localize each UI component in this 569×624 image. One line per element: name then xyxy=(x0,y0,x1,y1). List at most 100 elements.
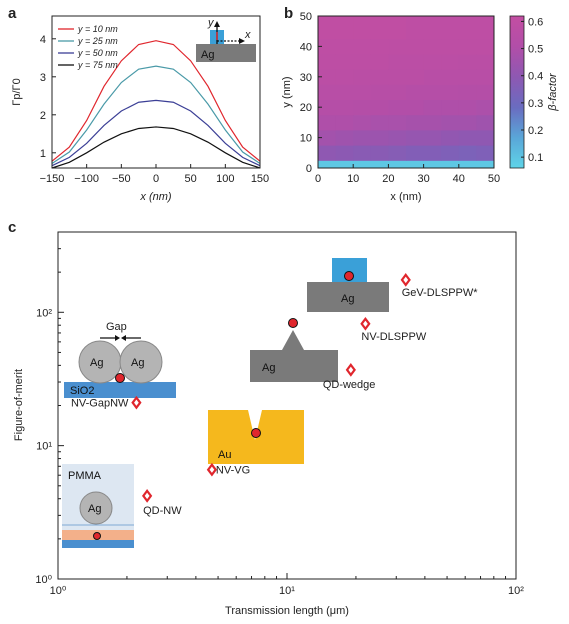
panel-c-point-label: NV-DLSPPW xyxy=(361,331,426,343)
panel-a-xtick-label: −50 xyxy=(112,173,131,185)
panel-b-heatmap-cell xyxy=(458,16,477,40)
panel-letter-b: b xyxy=(284,5,293,22)
panel-b-heatmap-cell xyxy=(388,38,407,55)
panel-b-heatmap-cell xyxy=(353,69,372,85)
panel-b-heatmap-cell xyxy=(406,130,424,146)
panel-b-heatmap-cell xyxy=(370,54,389,70)
panel-b-heatmap-cell xyxy=(441,160,460,169)
panel-b-colorbar xyxy=(509,15,525,169)
panel-b-xtick-label: 20 xyxy=(382,173,394,185)
panel-b-heatmap-cell xyxy=(406,99,424,116)
panel-b-heatmap-cell xyxy=(441,145,460,161)
inset-nw: PMMA Ag xyxy=(62,464,134,548)
panel-b-heatmap-cell xyxy=(353,114,372,131)
panel-a-series-line xyxy=(51,40,261,162)
panel-b-heatmap-cell xyxy=(406,69,424,85)
panel-b-heatmap-cell xyxy=(318,145,336,161)
panel-b-heatmap-cell xyxy=(406,38,424,55)
panel-c-xtick-label: 10¹ xyxy=(279,585,295,597)
inset-gapnw-gap-label: Gap xyxy=(106,321,127,333)
inset-nw-emitter xyxy=(93,532,101,540)
panel-b-heatmap-cell xyxy=(406,54,424,70)
panel-b-heatmap-cell xyxy=(318,160,336,169)
panel-a-series-line xyxy=(51,65,261,164)
panel-b-heatmap-cell xyxy=(318,16,336,40)
inset-vgroove: Au xyxy=(208,410,304,464)
panel-b-heatmap-cell xyxy=(353,54,372,70)
panel-c-point-marker xyxy=(360,316,371,331)
panel-a-ylabel: Γp/Γ0 xyxy=(11,78,23,105)
panel-b-heatmap-cell xyxy=(318,114,336,131)
panel-b-heatmap-cell xyxy=(458,38,477,55)
panel-b-heatmap-cell xyxy=(335,130,354,146)
panel-c-ylabel: Figure-of-merit xyxy=(13,369,25,441)
panel-b-heatmap-cell xyxy=(370,38,389,55)
panel-a-inset-metal: Ag xyxy=(201,49,214,61)
panel-b-heatmap-cell xyxy=(335,16,354,40)
inset-wedge-label: Ag xyxy=(262,362,275,374)
panel-b-xlabel: x (nm) xyxy=(390,191,421,203)
panel-b-heatmap-cell xyxy=(458,130,477,146)
panel-b-heatmap-cell xyxy=(458,160,477,169)
panel-b-xtick-label: 0 xyxy=(315,173,321,185)
panel-c-point-marker xyxy=(141,489,153,503)
panel-c-point-label: NV-GapNW xyxy=(71,398,129,410)
panel-a-inset-x-label: x xyxy=(244,29,251,41)
panel-b-xtick-label: 40 xyxy=(453,173,465,185)
panel-b-heatmap-cell xyxy=(423,16,442,40)
panel-letter-c: c xyxy=(8,219,16,236)
panel-c-point-label: NV-VG xyxy=(216,465,250,477)
panel-b-heatmap-cell xyxy=(353,16,372,40)
panel-b-heatmap-cell xyxy=(441,16,460,40)
panel-b-heatmap-cell xyxy=(476,130,495,146)
panel-b-heatmap-cell xyxy=(318,69,336,85)
inset-nw-ag-label: Ag xyxy=(88,503,101,515)
panel-b-heatmap-cell xyxy=(476,160,495,169)
panel-b-heatmap-cell xyxy=(458,69,477,85)
panel-a-xlabel: x (nm) xyxy=(139,191,172,203)
panel-b-heatmap-cell xyxy=(406,160,424,169)
panel-b-heatmap-cell xyxy=(458,54,477,70)
panel-b-heatmap-cell xyxy=(441,84,460,100)
panel-a-legend-entry: y = 10 nm xyxy=(77,24,118,34)
panel-b-heatmap-cell xyxy=(388,99,407,116)
inset-dlsppw-ag xyxy=(307,282,389,312)
panel-a-ytick-label: 4 xyxy=(40,34,46,46)
panel-b-heatmap-cell xyxy=(388,160,407,169)
panel-b-heatmap-cell xyxy=(388,54,407,70)
inset-dlsppw: Ag xyxy=(307,258,389,312)
panel-b-ytick-label: 20 xyxy=(300,102,312,114)
inset-gapnw-emitter xyxy=(115,373,125,383)
panel-b-heatmap-cell xyxy=(388,16,407,40)
inset-gapnw-label-right: Ag xyxy=(131,357,144,369)
panel-b-heatmap-cell xyxy=(388,130,407,146)
panel-b-heatmap-cell xyxy=(370,84,389,100)
panel-b-heatmap-cell xyxy=(406,84,424,100)
inset-gapnw-gap-arrowhead-right xyxy=(121,335,126,341)
panel-letter-a: a xyxy=(8,5,17,22)
inset-wedge-ag xyxy=(250,330,338,382)
panel-b-ytick-label: 30 xyxy=(300,72,312,84)
inset-wedge-emitter xyxy=(288,318,298,328)
panel-b-heatmap-cell xyxy=(370,16,389,40)
panel-c-ytick-label: 10² xyxy=(36,307,52,319)
panel-b-colorbar-label: β-factor xyxy=(547,72,559,112)
panel-b-heatmap-cell xyxy=(388,84,407,100)
panel-a-legend-entry: y = 75 nm xyxy=(77,60,118,70)
panel-b-heatmap-cell xyxy=(441,54,460,70)
panel-c-ytick-label: 10⁰ xyxy=(35,574,52,586)
panel-b-plot-frame xyxy=(317,15,495,169)
inset-gapnw: Ag Ag SiO2 Gap xyxy=(64,321,176,398)
panel-c-xlabel: Transmission length (μm) xyxy=(225,605,349,617)
panel-b-heatmap: 0 10 20 30 40 50 0 10 20 30 40 50 x (nm) y (nm) 0.1… xyxy=(281,11,559,203)
inset-gapnw-label-left: Ag xyxy=(90,357,103,369)
panel-b-heatmap-cell xyxy=(335,38,354,55)
panel-a-inset-x-arrowhead xyxy=(239,38,245,44)
panel-b-heatmap-cell xyxy=(476,16,495,40)
panel-b-heatmap-cell xyxy=(441,99,460,116)
panel-a-ytick-label: 1 xyxy=(40,148,46,160)
panel-b-heatmap-cell xyxy=(423,160,442,169)
panel-b-heatmap-cell xyxy=(353,130,372,146)
panel-b-heatmap-cell xyxy=(370,160,389,169)
panel-a-xtick-label: −100 xyxy=(74,173,99,185)
